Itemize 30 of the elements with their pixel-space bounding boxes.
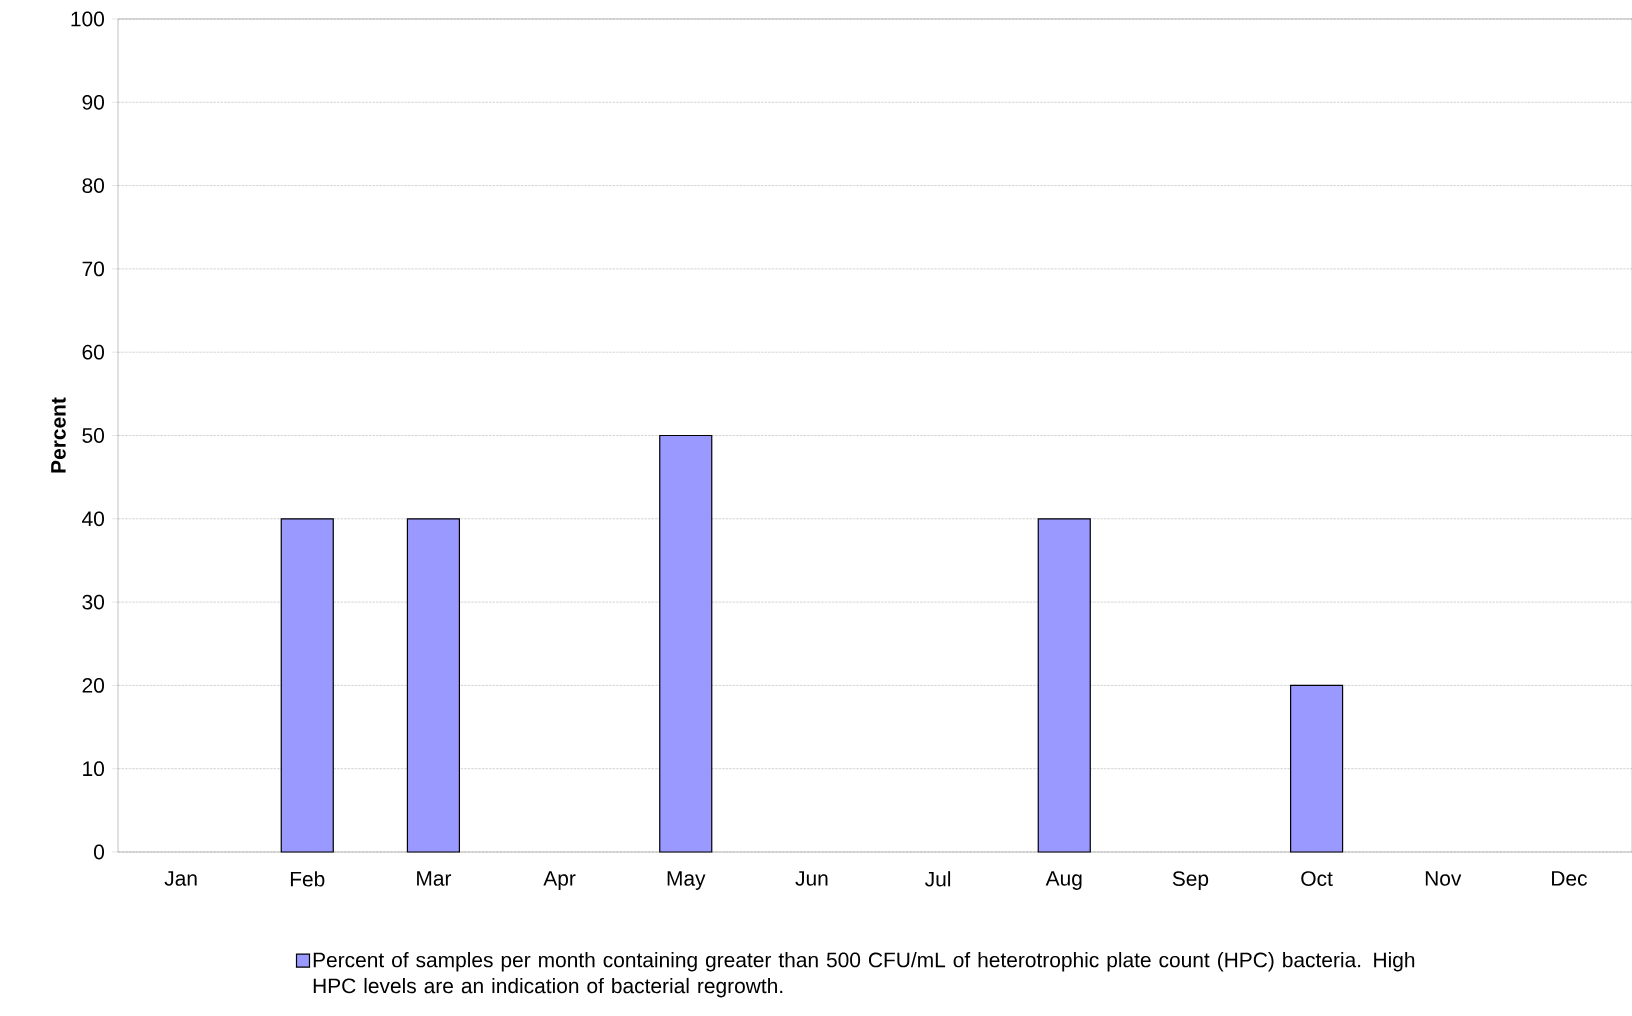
x-tick-label: Jul xyxy=(925,871,951,887)
y-tick-label: 60 xyxy=(82,344,104,360)
y-tick-label: 40 xyxy=(82,511,104,527)
y-tick-label: 90 xyxy=(82,94,104,110)
bar xyxy=(406,518,461,853)
x-tick-label: May xyxy=(667,871,706,890)
x-tick-label: Aug xyxy=(1045,871,1082,890)
y-tick-label: 80 xyxy=(82,178,104,193)
y-tick-label: 50 xyxy=(82,428,104,443)
x-tick-label: Apr xyxy=(543,871,576,890)
y-axis-title: Percent xyxy=(51,397,66,473)
x-tick-label: Feb xyxy=(290,871,325,887)
bar xyxy=(1289,684,1344,853)
x-tick-label: Sep xyxy=(1172,871,1209,891)
legend-label: Percent of samples per month containing greater than 500 CFU/mL of heterotrophic plate count (HPC) bacteria. High HPC levels are an indication of bacterial regrowth. xyxy=(313,951,1415,998)
y-tick-label: 30 xyxy=(82,594,104,610)
x-tick-label: Nov xyxy=(1425,871,1462,886)
x-tick-label: Jan xyxy=(164,871,197,886)
bar xyxy=(659,434,713,853)
bar xyxy=(1037,518,1091,853)
x-tick-label: Jun xyxy=(795,871,828,886)
y-tick-label: 0 xyxy=(94,844,104,860)
x-tick-label: Mar xyxy=(417,871,452,886)
bar xyxy=(280,518,334,853)
y-tick-label: 10 xyxy=(83,761,104,777)
y-tick-label: 70 xyxy=(82,261,104,277)
y-tick-label: 100 xyxy=(71,11,104,27)
x-tick-label: Dec xyxy=(1552,871,1587,886)
y-tick-label: 20 xyxy=(82,677,104,693)
x-tick-label: Oct xyxy=(1301,871,1333,886)
